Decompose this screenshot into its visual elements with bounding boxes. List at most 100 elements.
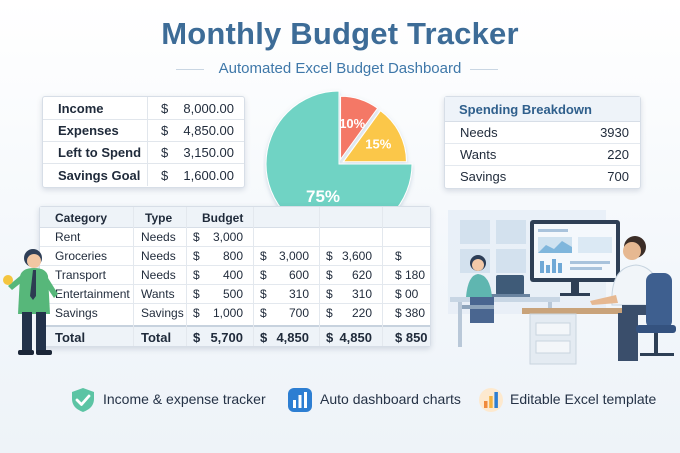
column-header: Budget: [202, 211, 244, 225]
table-total-row-c2: 4,850: [276, 330, 309, 345]
table-row-type: Wants: [141, 287, 175, 301]
table-total-row-budget-cur: $: [193, 330, 201, 345]
column-header: Category: [55, 211, 108, 225]
summary-card: Income $ 8,000.00 Expenses $ 4,850.00 Le…: [42, 96, 245, 188]
shield-check-icon: [72, 388, 94, 412]
table-row-type: Needs: [141, 268, 176, 282]
breakdown-row-savings: Savings 700: [445, 165, 640, 187]
breakdown-value: 220: [607, 147, 629, 162]
category-table: Category Type Budget Rent Needs $3,000 Groc…: [39, 206, 431, 347]
currency-symbol: $: [161, 123, 169, 138]
feature-label: Editable Excel template: [510, 391, 657, 407]
feature-label: Income & expense tracker: [103, 391, 266, 407]
table-row-c4: $ 00: [395, 287, 419, 301]
table-row-c4: $ 180: [395, 268, 426, 282]
table-row-budget-cur: $: [193, 230, 200, 244]
breakdown-label: Wants: [460, 147, 497, 162]
table-row-budget: 500: [222, 287, 243, 301]
office-illustration: [448, 210, 676, 365]
breakdown-label: Savings: [460, 169, 507, 184]
title-rule-right: [470, 69, 498, 70]
table-row-budget: 800: [222, 249, 243, 263]
breakdown-row-needs: Needs 3930: [445, 121, 640, 144]
currency-symbol: $: [161, 145, 169, 160]
table-row-category: Savings: [55, 306, 98, 320]
spending-breakdown-card: Spending Breakdown Needs 3930 Wants 220 …: [444, 96, 641, 189]
summary-row-expenses: Expenses $ 4,850.00: [43, 119, 244, 142]
table-row-c4: $ 380: [395, 306, 426, 320]
table-row-budget-cur: $: [193, 268, 200, 282]
breakdown-label: Needs: [460, 125, 498, 140]
summary-row-left-to-spend: Left to Spend $ 3,150.00: [43, 141, 244, 164]
table-row-category: Groceries: [55, 249, 108, 263]
breakdown-title: Spending Breakdown: [459, 102, 592, 117]
table-row-c4: $: [395, 249, 402, 263]
summary-value: 4,850.00: [183, 123, 234, 138]
table-total-row-type: Total: [141, 330, 172, 345]
page-title: Monthly Budget Tracker: [161, 16, 519, 51]
table-row-budget-cur: $: [193, 249, 200, 263]
currency-symbol: $: [161, 168, 169, 183]
breakdown-value: 700: [607, 169, 629, 184]
table-row-c2-cur: $: [260, 249, 267, 263]
table-row-c3-cur: $: [326, 268, 333, 282]
table-row-c2-cur: $: [260, 287, 267, 301]
summary-value: 8,000.00: [183, 101, 234, 116]
table-row-budget: 3,000: [212, 230, 243, 244]
currency-symbol: $: [161, 101, 169, 116]
table-row-category: Rent: [55, 230, 81, 244]
table-row-budget: 400: [222, 268, 243, 282]
table-row-category: Entertainment: [55, 287, 130, 301]
summary-row-savings-goal: Savings Goal $ 1,600.00: [43, 164, 244, 186]
table-total-row-c3: 4,850: [339, 330, 372, 345]
page-subtitle: Automated Excel Budget Dashboard: [218, 60, 462, 77]
feature-dashboard-charts: Auto dashboard charts: [287, 387, 467, 412]
pie-label: 10%: [339, 116, 365, 131]
table-row-type: Needs: [141, 230, 176, 244]
feature-excel-template: Editable Excel template: [478, 387, 668, 412]
summary-label: Savings Goal: [58, 168, 141, 183]
feature-label: Auto dashboard charts: [320, 391, 461, 407]
pie-label: 15%: [365, 137, 391, 152]
bar-chart-icon: [288, 388, 312, 412]
chart-badge-icon: [479, 388, 503, 412]
table-row-budget-cur: $: [193, 287, 200, 301]
feature-income-expense: Income & expense tracker: [70, 387, 280, 412]
pie-slice-15: [342, 110, 407, 163]
breakdown-row-wants: Wants 220: [445, 143, 640, 166]
breakdown-header: Spending Breakdown: [445, 97, 640, 122]
spending-pie-chart: 10%15% 75%: [265, 90, 413, 238]
summary-value: 3,150.00: [183, 145, 234, 160]
summary-label: Income: [58, 101, 104, 116]
table-row-budget: 1,000: [212, 306, 243, 320]
table-header-row: [40, 207, 430, 228]
table-row-type: Needs: [141, 249, 176, 263]
summary-value: 1,600.00: [183, 168, 234, 183]
table-row-c2: 310: [288, 287, 309, 301]
table-row-c2-cur: $: [260, 268, 267, 282]
table-total-row-c2-cur: $: [260, 330, 268, 345]
table-total-row-category: Total: [55, 330, 86, 345]
table-row-c2: 3,000: [278, 249, 309, 263]
column-header: Type: [145, 211, 173, 225]
table-row-c3: 620: [351, 268, 372, 282]
table-row-budget-cur: $: [193, 306, 200, 320]
breakdown-value: 3930: [600, 125, 629, 140]
pie-label: 75%: [306, 187, 340, 206]
title-rule-left: [176, 69, 204, 70]
pie-slice-10: [340, 95, 379, 161]
table-total-row-c4: $ 850: [395, 330, 428, 345]
presenter-illustration: [3, 249, 58, 355]
table-row-type: Savings: [141, 306, 184, 320]
table-row-c2: 700: [288, 306, 309, 320]
table-row-c3-cur: $: [326, 306, 333, 320]
table-row-c3-cur: $: [326, 249, 333, 263]
summary-label: Left to Spend: [58, 145, 142, 160]
summary-row-income: Income $ 8,000.00: [43, 97, 244, 120]
table-row-c2-cur: $: [260, 306, 267, 320]
table-row-category: Transport: [55, 268, 106, 282]
table-total-row-budget: 5,700: [210, 330, 243, 345]
table-row-c3-cur: $: [326, 287, 333, 301]
table-row-c2: 600: [288, 268, 309, 282]
table-row-c3: 220: [351, 306, 372, 320]
